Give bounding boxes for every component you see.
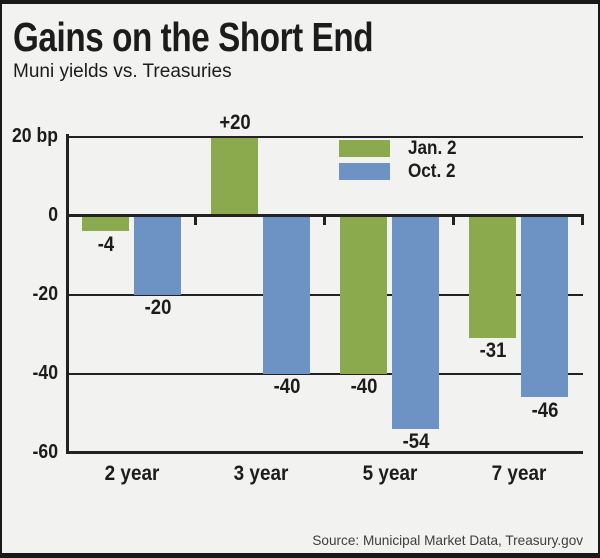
zero-axis-tick	[323, 214, 326, 225]
frame-border-right	[598, 0, 600, 558]
x-axis-label-3year: 3 year	[233, 462, 288, 485]
zero-axis-end-tick	[581, 214, 584, 225]
legend-item-oct2: Oct. 2	[339, 161, 462, 182]
y-axis-line	[66, 134, 69, 454]
bar-jan2-2year	[82, 215, 129, 232]
frame-border-bottom	[0, 553, 600, 558]
bar-oct2-2year	[134, 215, 181, 295]
y-axis-label-minus60: -60	[32, 441, 58, 463]
y-axis-label-minus40: -40	[32, 362, 58, 384]
frame-border-left	[0, 0, 2, 558]
y-axis-label-minus20: -20	[32, 283, 58, 305]
frame-border-top	[0, 0, 600, 4]
legend-swatch-oct2	[339, 163, 390, 180]
source-note: Source: Municipal Market Data, Treasury.…	[312, 532, 583, 548]
bar-oct2-5year	[392, 215, 439, 429]
bar-jan2-3year	[211, 136, 258, 216]
bar-value-label-oct2-3year: -40	[273, 375, 300, 398]
bar-value-label-jan2-3year: +20	[218, 111, 251, 134]
gridline-minus40	[67, 372, 583, 375]
chart-subtitle: Muni yields vs. Treasuries	[13, 61, 232, 82]
x-axis-label-2year: 2 year	[104, 462, 159, 485]
chart-title: Gains on the Short End	[13, 14, 374, 60]
bar-oct2-3year	[263, 215, 310, 374]
bar-value-label-oct2-7year: -46	[531, 398, 558, 422]
legend-label-oct2: Oct. 2	[408, 161, 456, 182]
gridline-minus60	[67, 451, 583, 454]
x-axis-label-5year: 5 year	[362, 462, 417, 485]
y-axis-label-20bp: 20 bp	[12, 125, 59, 147]
bar-value-label-jan2-5year: -40	[350, 375, 377, 398]
zero-axis-tick	[452, 214, 455, 225]
bar-jan2-7year	[469, 215, 516, 338]
bar-jan2-5year	[340, 215, 387, 374]
bar-value-label-oct2-5year: -54	[402, 430, 429, 454]
y-axis-label-0: 0	[48, 204, 58, 226]
gridline-plus20bp	[67, 135, 583, 138]
bar-oct2-7year	[521, 215, 568, 398]
legend-item-jan2: Jan. 2	[339, 138, 462, 159]
bar-value-label-jan2-7year: -31	[479, 339, 506, 363]
gridline-minus20	[67, 293, 583, 296]
legend-label-jan2: Jan. 2	[408, 138, 457, 159]
x-axis-label-7year: 7 year	[491, 462, 546, 485]
legend: Jan. 2 Oct. 2	[339, 138, 462, 186]
bar-value-label-jan2-2year: -4	[97, 232, 114, 256]
zero-axis-tick	[194, 214, 197, 225]
legend-swatch-jan2	[339, 140, 390, 157]
bar-value-label-oct2-2year: -20	[144, 296, 171, 319]
